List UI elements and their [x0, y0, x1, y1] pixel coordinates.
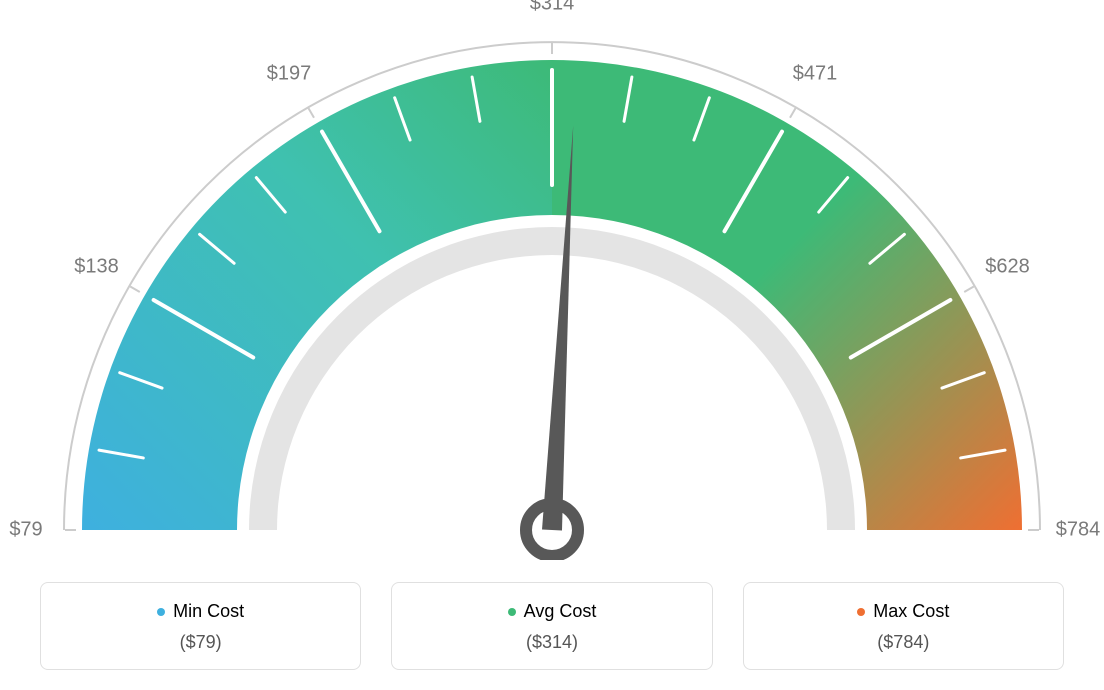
- dot-icon: [857, 608, 865, 616]
- legend-row: Min Cost ($79) Avg Cost ($314) Max Cost …: [40, 582, 1064, 670]
- gauge-tick-label: $471: [793, 63, 838, 86]
- legend-min-value: ($79): [51, 632, 350, 653]
- gauge-chart-container: $79 $138 $197 $314 $471 $628 $784 Min Cost ($7…: [0, 0, 1104, 690]
- legend-max-title: Max Cost: [754, 601, 1053, 622]
- legend-avg-value: ($314): [402, 632, 701, 653]
- dot-icon: [508, 608, 516, 616]
- legend-card-min: Min Cost ($79): [40, 582, 361, 670]
- legend-card-max: Max Cost ($784): [743, 582, 1064, 670]
- legend-avg-label: Avg Cost: [524, 601, 597, 621]
- gauge-tick-label: $314: [530, 0, 575, 16]
- legend-min-title: Min Cost: [51, 601, 350, 622]
- gauge-tick-label: $784: [1056, 519, 1101, 542]
- gauge-area: $79 $138 $197 $314 $471 $628 $784: [0, 0, 1104, 560]
- legend-min-label: Min Cost: [173, 601, 244, 621]
- legend-card-avg: Avg Cost ($314): [391, 582, 712, 670]
- gauge-svg: [0, 0, 1104, 560]
- gauge-tick-label: $628: [985, 256, 1030, 279]
- legend-max-value: ($784): [754, 632, 1053, 653]
- gauge-tick-label: $138: [74, 256, 119, 279]
- legend-avg-title: Avg Cost: [402, 601, 701, 622]
- gauge-tick-label: $197: [267, 63, 312, 86]
- dot-icon: [157, 608, 165, 616]
- gauge-tick-label: $79: [9, 519, 42, 542]
- legend-max-label: Max Cost: [873, 601, 949, 621]
